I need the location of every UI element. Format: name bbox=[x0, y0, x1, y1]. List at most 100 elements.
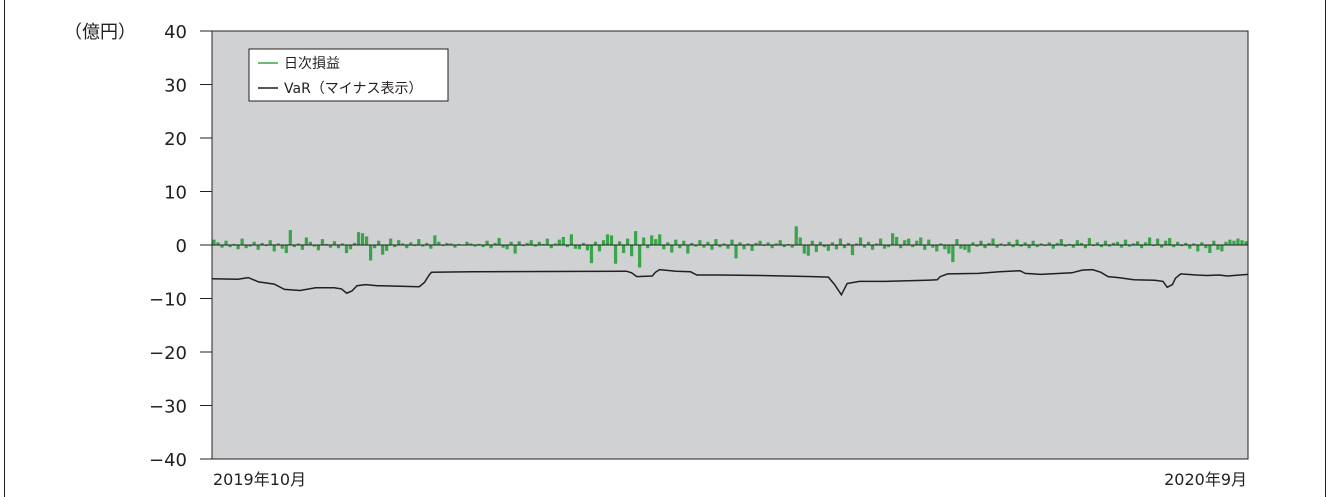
pnl-bar bbox=[734, 245, 738, 259]
legend-label-pnl: 日次損益 bbox=[284, 56, 340, 72]
pnl-bar bbox=[790, 245, 794, 248]
pnl-bar bbox=[666, 242, 670, 245]
pnl-bar bbox=[774, 243, 778, 245]
y-tick-label: −40 bbox=[149, 450, 187, 471]
pnl-bar bbox=[850, 245, 855, 256]
pnl-bar bbox=[557, 239, 561, 245]
pnl-bar bbox=[617, 241, 622, 245]
pnl-bar bbox=[284, 245, 288, 254]
pnl-bar bbox=[1099, 245, 1104, 248]
pnl-bar bbox=[585, 245, 590, 251]
pnl-bar bbox=[348, 245, 353, 250]
pnl-bar bbox=[1244, 241, 1248, 245]
pnl-bar bbox=[220, 245, 224, 248]
pnl-bar bbox=[674, 239, 678, 245]
pnl-bar bbox=[866, 241, 871, 245]
pnl-bar bbox=[445, 242, 449, 245]
pnl-bar bbox=[634, 231, 638, 245]
pnl-bar bbox=[517, 241, 521, 245]
pnl-bar bbox=[1139, 245, 1144, 249]
pnl-bar bbox=[1200, 242, 1204, 245]
legend: 日次損益 VaR（マイナス表示） bbox=[248, 48, 449, 102]
pnl-bar bbox=[1160, 245, 1164, 248]
pnl-bar bbox=[678, 245, 682, 249]
pnl-bar bbox=[1095, 242, 1100, 245]
pnl-bar bbox=[288, 230, 292, 245]
pnl-bar bbox=[874, 243, 879, 245]
pnl-bar bbox=[437, 241, 441, 245]
pnl-bar bbox=[987, 242, 991, 245]
pnl-bar bbox=[1083, 245, 1087, 249]
pnl-bar bbox=[858, 237, 863, 245]
pnl-bar bbox=[1180, 245, 1184, 247]
pnl-bar bbox=[1067, 243, 1071, 245]
pnl-bar bbox=[581, 242, 586, 245]
pnl-bar bbox=[955, 239, 959, 245]
pnl-bar bbox=[642, 237, 646, 245]
pnl-bar bbox=[630, 245, 634, 257]
pnl-bar bbox=[1176, 241, 1180, 245]
pnl-bar bbox=[1172, 245, 1176, 248]
pnl-bar bbox=[232, 243, 236, 245]
pnl-bar bbox=[1051, 245, 1055, 249]
pnl-bar bbox=[1204, 245, 1208, 249]
pnl-bar bbox=[1184, 242, 1188, 245]
pnl-bar bbox=[903, 240, 907, 245]
legend-box bbox=[248, 48, 449, 102]
pnl-bar bbox=[597, 245, 602, 252]
pnl-bar bbox=[1035, 245, 1039, 248]
pnl-bar bbox=[878, 238, 883, 245]
pnl-bar bbox=[1107, 245, 1112, 247]
legend-label-var: VaR（マイナス表示） bbox=[284, 81, 423, 97]
pnl-bar bbox=[260, 242, 264, 245]
pnl-bar bbox=[296, 243, 300, 245]
pnl-bar bbox=[541, 243, 545, 245]
pnl-bar bbox=[525, 242, 529, 245]
pnl-bar bbox=[670, 245, 674, 253]
pnl-bar bbox=[360, 233, 365, 245]
pnl-bar bbox=[1188, 245, 1192, 249]
pnl-bar bbox=[762, 245, 766, 247]
pnl-bar bbox=[324, 243, 329, 245]
y-tick-label: 10 bbox=[164, 183, 187, 204]
y-tick-label: 30 bbox=[164, 76, 187, 97]
y-tick-label: −10 bbox=[149, 290, 187, 311]
pnl-bar bbox=[336, 245, 341, 249]
pnl-bar bbox=[569, 234, 573, 245]
pnl-bar bbox=[726, 245, 730, 249]
pnl-bar bbox=[469, 243, 473, 245]
pnl-bar bbox=[802, 245, 806, 254]
pnl-bar bbox=[212, 239, 216, 245]
pnl-bar bbox=[927, 239, 931, 245]
pnl-bar bbox=[1055, 242, 1059, 245]
pnl-bar bbox=[565, 245, 569, 248]
pnl-bar bbox=[1063, 245, 1067, 247]
pnl-bar bbox=[573, 245, 578, 249]
pnl-bar bbox=[766, 242, 770, 245]
pnl-bar bbox=[690, 242, 694, 245]
pnl-bar bbox=[794, 226, 798, 245]
pnl-bar bbox=[421, 245, 425, 247]
pnl-bar bbox=[971, 242, 975, 245]
pnl-bar bbox=[413, 245, 417, 247]
pnl-bar bbox=[650, 235, 654, 245]
pnl-bar bbox=[405, 245, 409, 249]
pnl-bar bbox=[1091, 245, 1096, 247]
pnl-bar bbox=[870, 245, 875, 250]
pnl-bar bbox=[1079, 242, 1083, 245]
pnl-bar bbox=[244, 245, 248, 249]
pnl-bar bbox=[947, 245, 951, 254]
pnl-bar bbox=[742, 245, 746, 250]
pnl-bar bbox=[798, 237, 802, 245]
pnl-bar bbox=[738, 242, 742, 245]
pnl-bar bbox=[1087, 238, 1091, 245]
pnl-bar bbox=[838, 238, 843, 245]
x-start-label: 2019年10月 bbox=[213, 470, 306, 489]
y-tick-label: 40 bbox=[164, 22, 187, 43]
pnl-bar bbox=[389, 238, 393, 245]
pnl-bar bbox=[280, 245, 284, 249]
pnl-bar bbox=[489, 245, 493, 249]
pnl-bar bbox=[1031, 240, 1035, 245]
pnl-bar bbox=[1011, 245, 1015, 248]
y-tick-label: 20 bbox=[164, 129, 187, 150]
